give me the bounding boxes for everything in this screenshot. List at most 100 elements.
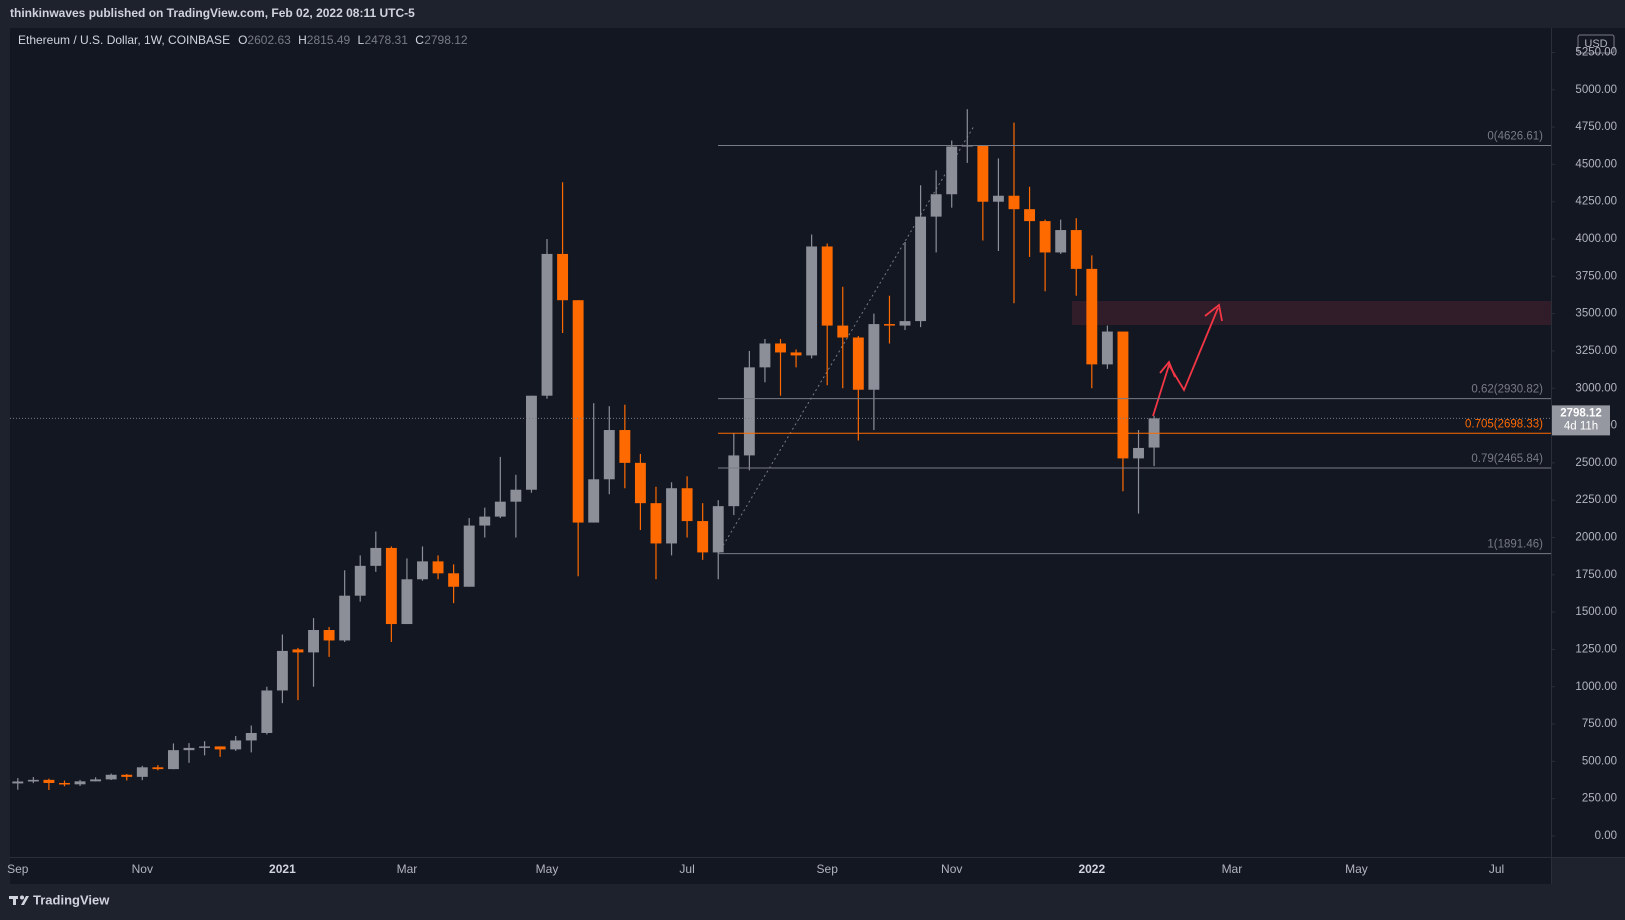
candle-body (634, 462, 646, 504)
candle-body (276, 650, 288, 691)
x-tick-label: May (1345, 862, 1368, 876)
x-tick-label: Sep (817, 862, 839, 876)
y-tick-label: 500.00 (1582, 755, 1617, 767)
candle-body (915, 216, 927, 322)
candle-body (1101, 331, 1113, 365)
candle-body (884, 324, 895, 326)
candle-body (385, 547, 397, 625)
candle-body (1133, 447, 1144, 459)
last-price-tag (1552, 405, 1610, 436)
candle-body (977, 145, 989, 202)
ohlc-key: H (298, 33, 307, 47)
plot-area (10, 28, 1551, 857)
ohlc-value: 2815.49 (307, 33, 351, 47)
candle-body (121, 774, 133, 777)
candle-body (339, 595, 351, 641)
projection-arrows (1152, 303, 1223, 417)
time-axis (10, 858, 1551, 884)
candle-body (105, 774, 117, 780)
x-tick-label: Jul (1489, 862, 1504, 876)
y-tick-label: 3500.00 (1575, 308, 1617, 320)
candle-body (27, 779, 39, 782)
candles (12, 109, 1160, 790)
candle-body (899, 321, 911, 326)
candle-body (167, 750, 179, 770)
candle-body (510, 489, 522, 502)
candle-body (1086, 268, 1098, 365)
candle-body (806, 246, 818, 356)
candle-body (479, 516, 491, 526)
candle-body (214, 746, 226, 750)
candle-body (199, 746, 211, 748)
x-tick-label: Sep (7, 862, 29, 876)
y-tick-label: 5000.00 (1575, 84, 1617, 96)
candle-body (588, 479, 600, 523)
candle-body (650, 503, 662, 544)
candle-body (837, 325, 849, 338)
y-tick-label: 5250.00 (1575, 47, 1617, 59)
y-tick-label: 0.00 (1595, 830, 1617, 842)
x-tick-label: 2022 (1078, 862, 1105, 876)
candle-body (463, 525, 475, 587)
candle-body (230, 740, 242, 750)
x-tick-label: Mar (397, 862, 418, 876)
last-price: 2798.12 (1560, 407, 1602, 419)
candle-body (1070, 230, 1082, 269)
candle-body (183, 747, 195, 751)
candle-body (261, 690, 273, 733)
candle-body (417, 561, 428, 580)
candle-body (759, 343, 771, 368)
chart-title: Ethereum / U.S. Dollar, 1W, COINBASE (18, 33, 230, 47)
y-tick-label: 3750.00 (1575, 270, 1617, 282)
y-tick-label: 4750.00 (1575, 121, 1617, 133)
candle-body (12, 781, 24, 784)
publisher: thinkinwaves published on TradingView.co… (10, 6, 415, 20)
candle-body (323, 630, 335, 641)
candle-body (432, 561, 444, 574)
candle-body (681, 488, 693, 522)
y-tick-label: 3000.00 (1575, 382, 1617, 394)
fib-label: 0.705(2698.33) (1465, 418, 1543, 430)
x-tick-label: Nov (941, 862, 962, 876)
candle-body (401, 579, 413, 625)
candle-body (728, 455, 740, 507)
candle-body (541, 253, 553, 396)
candle-body (1039, 221, 1051, 253)
x-tick-label: 2021 (269, 862, 296, 876)
fib-label: 0(4626.61) (1487, 131, 1543, 143)
y-tick-label: 2500.00 (1575, 457, 1617, 469)
candle-body (868, 324, 880, 390)
candle-body (852, 337, 864, 390)
brand: TradingView (33, 892, 110, 907)
candle-body (136, 767, 148, 777)
currency: USD (1584, 38, 1607, 50)
y-tick-label: 4250.00 (1575, 196, 1617, 208)
y-tick-label: 2250.00 (1575, 494, 1617, 506)
candle-body (494, 501, 506, 517)
candle-body (712, 506, 724, 553)
ohlc-key: L (358, 33, 365, 47)
logo (9, 895, 29, 905)
candle-body (619, 430, 631, 463)
y-tick-label: 1750.00 (1575, 569, 1617, 581)
candle-body (603, 430, 615, 480)
candle-body (572, 300, 584, 523)
candle-body (90, 779, 102, 782)
candle-body (370, 547, 382, 566)
candle-body (1008, 195, 1020, 210)
candle-body (790, 352, 802, 356)
ohlc-key: O (238, 33, 247, 47)
ohlc-key: C (415, 33, 424, 47)
ohlc-value: 2798.12 (424, 33, 468, 47)
candle-body (448, 573, 460, 587)
y-tick-label: 1250.00 (1575, 643, 1617, 655)
candle-body (697, 521, 709, 553)
candle-body (946, 146, 958, 195)
y-tick-label: 1000.00 (1575, 681, 1617, 693)
fib-label: 0.62(2930.82) (1471, 384, 1543, 396)
candle-body (821, 246, 833, 326)
ohlc-value: 2478.31 (365, 33, 409, 47)
candle-body (43, 779, 55, 783)
candle-body (930, 194, 942, 217)
currency-box (1577, 34, 1615, 54)
